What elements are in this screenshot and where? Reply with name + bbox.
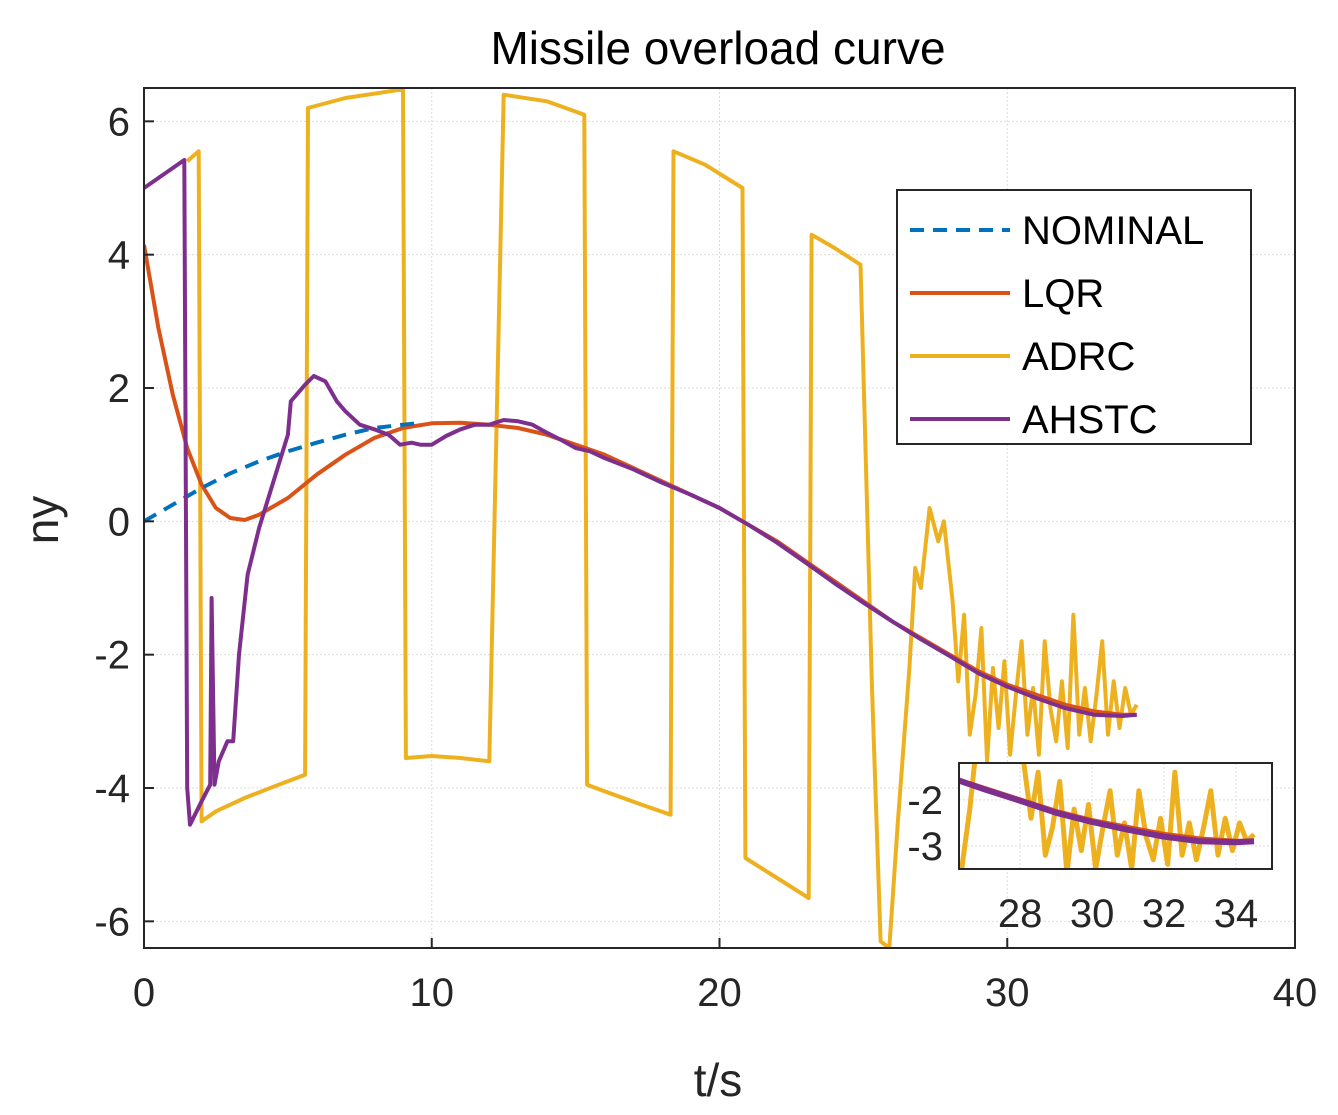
y-tick-label: -2 (94, 634, 130, 678)
series-line-nominal (144, 421, 418, 524)
legend-label-ahstc: AHSTC (1022, 398, 1158, 442)
x-tick-label: 20 (697, 971, 742, 1015)
legend-label-nominal: NOMINAL (1022, 209, 1204, 253)
inset-x-tick-label: 28 (998, 892, 1043, 936)
tick-labels: 0 10 20 30 40 -6 -4 -2 0 2 4 6 (94, 100, 1317, 1015)
inset-y-tick-label: -3 (907, 825, 943, 869)
x-tick-label: 0 (133, 971, 155, 1015)
chart-title: Missile overload curve (490, 22, 945, 74)
x-axis-label: t/s (694, 1054, 743, 1106)
series-group (144, 88, 1139, 948)
legend-box (896, 189, 1252, 445)
inset-series-line-adrc (959, 763, 1256, 869)
x-tick-label: 40 (1273, 971, 1318, 1015)
inset-x-tick-label: 30 (1070, 892, 1115, 936)
x-tick-label: 10 (410, 971, 455, 1015)
legend: NOMINAL LQR ADRC AHSTC (896, 189, 1252, 445)
inset-series (959, 763, 1256, 869)
legend-items: NOMINAL LQR ADRC AHSTC (910, 209, 1204, 442)
x-tick-label: 30 (985, 971, 1030, 1015)
legend-label-adrc: ADRC (1022, 335, 1135, 379)
y-tick-label: 6 (108, 100, 130, 144)
y-tick-label: -4 (94, 767, 130, 811)
y-axis-label: ny (16, 496, 68, 545)
y-tick-label: -6 (94, 900, 130, 944)
inset-x-tick-label: 32 (1142, 892, 1187, 936)
inset-tick-labels: 28 30 32 34 -2-3 (907, 779, 1258, 936)
y-tick-label: 4 (108, 234, 130, 278)
inset-x-tick-label: 34 (1214, 892, 1259, 936)
series-line-ahstc (144, 158, 1137, 827)
series-line-adrc (185, 88, 1139, 948)
y-tick-label: 2 (108, 367, 130, 411)
inset-y-tick-label: -2 (907, 779, 943, 823)
inset-plot: 28 30 32 34 -2-3 (907, 762, 1273, 936)
inset-frame (958, 762, 1273, 870)
legend-label-lqr: LQR (1022, 272, 1104, 316)
y-tick-label: 0 (108, 500, 130, 544)
